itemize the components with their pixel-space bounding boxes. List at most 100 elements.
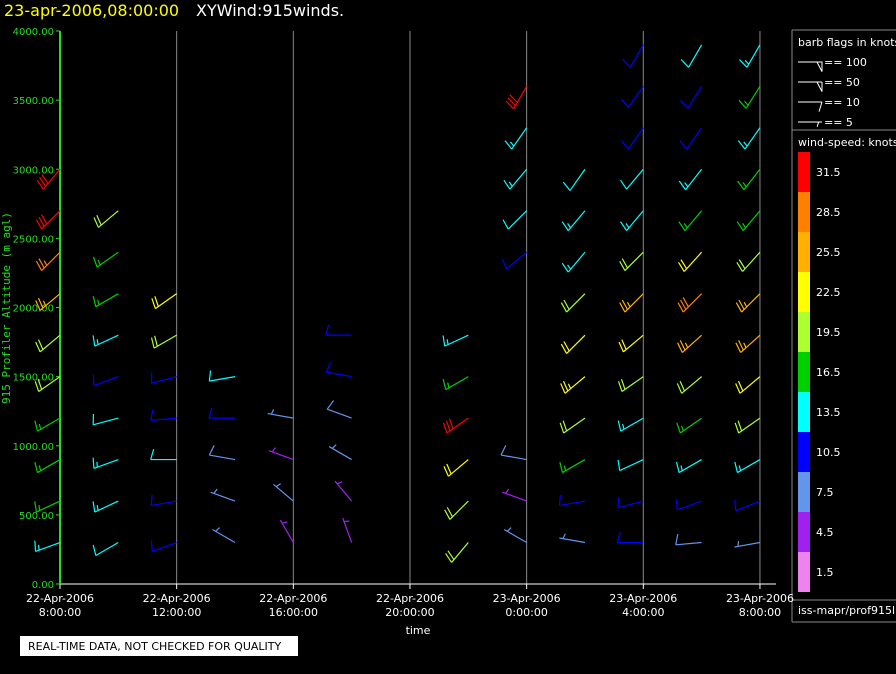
wind-barb — [150, 449, 177, 461]
x-tick-label: 22-Apr-2006 — [143, 592, 211, 605]
wind-barb — [92, 542, 119, 557]
wind-barb — [92, 293, 119, 308]
colorbar-swatch — [798, 352, 810, 392]
wind-barb — [34, 500, 61, 513]
wind-barb — [561, 251, 586, 273]
wind-barb — [442, 334, 469, 347]
wind-barb — [738, 85, 761, 109]
wind-barb — [34, 376, 61, 393]
wind-barb — [334, 480, 353, 502]
wind-barb — [676, 376, 703, 394]
wind-barb — [92, 251, 119, 268]
wind-barb — [92, 413, 119, 426]
flag-symbol — [798, 121, 822, 127]
flag-label: == 5 — [824, 116, 853, 129]
x-tick-label: 0:00:00 — [505, 606, 547, 619]
wind-barb — [442, 376, 469, 391]
wind-barb — [617, 376, 644, 393]
chart-title: 23-apr-2006,08:00:00 — [4, 1, 179, 20]
wind-barb — [445, 542, 469, 563]
wind-barb — [504, 127, 528, 150]
wind-barb — [559, 533, 586, 544]
colorbar-swatch — [798, 312, 810, 352]
wind-barb — [617, 459, 644, 472]
flags-title: barb flags in knots — [798, 36, 896, 49]
x-tick-label: 23-Apr-2006 — [493, 592, 561, 605]
wind-barb — [34, 459, 61, 474]
colorbar-swatch — [798, 232, 810, 272]
wind-barb — [268, 447, 294, 461]
wind-barb — [619, 251, 644, 272]
colorbar-swatch — [798, 392, 810, 432]
wind-barb — [35, 251, 61, 272]
wind-barb — [208, 407, 235, 419]
wind-barb — [500, 445, 527, 461]
wind-barb — [502, 488, 527, 502]
x-tick-label: 20:00:00 — [385, 606, 434, 619]
colorbar-label: 1.5 — [816, 566, 834, 579]
wind-barb — [273, 483, 294, 502]
colorbar-swatch — [798, 472, 810, 512]
wind-barb — [267, 409, 294, 419]
wind-barb — [92, 457, 119, 470]
x-tick-label: 22-Apr-2006 — [259, 592, 327, 605]
y-axis-label: 915 Profiler Altitude (m agl) — [0, 212, 13, 404]
wind-barb — [736, 251, 761, 272]
flag-label: == 50 — [824, 76, 860, 89]
wind-barb — [326, 400, 352, 419]
colorbar-label: 13.5 — [816, 406, 841, 419]
colorbar-label: 7.5 — [816, 486, 834, 499]
wind-barb — [325, 362, 352, 378]
wind-barb — [92, 334, 119, 347]
wind-barb — [501, 251, 528, 270]
colorbar-swatch — [798, 552, 810, 592]
wind-barb — [734, 540, 761, 548]
wind-barb — [560, 334, 586, 354]
wind-barb — [735, 376, 761, 394]
wind-barb — [678, 168, 703, 191]
wind-barb — [617, 496, 644, 509]
wind-barb — [35, 210, 61, 230]
wind-barb — [734, 459, 761, 474]
wind-barb — [208, 445, 236, 461]
wind-barb — [676, 417, 702, 434]
wind-barb — [560, 376, 586, 394]
wind-barb — [675, 534, 702, 546]
colorbar-label: 22.5 — [816, 286, 841, 299]
colorbar-swatch — [798, 192, 810, 232]
y-tick-label: 3500.00 — [13, 96, 54, 107]
x-tick-label: 16:00:00 — [269, 606, 318, 619]
wind-barb — [618, 334, 644, 353]
flag-label: == 10 — [824, 96, 860, 109]
wind-barb — [150, 494, 177, 507]
colorbar-label: 19.5 — [816, 326, 841, 339]
wind-barb — [342, 517, 353, 543]
wind-barb — [622, 44, 644, 68]
wind-barb — [734, 417, 761, 434]
flag-label: == 100 — [824, 56, 867, 69]
x-tick-label: 8:00:00 — [39, 606, 81, 619]
wind-barb — [680, 44, 703, 68]
wind-barb — [328, 444, 352, 461]
wind-barb — [617, 417, 644, 432]
wind-barb — [442, 417, 469, 434]
x-tick-label: 23-Apr-2006 — [726, 592, 794, 605]
wind-barb — [559, 417, 586, 434]
wind-barb — [210, 488, 236, 502]
x-tick-label: 23-Apr-2006 — [609, 592, 677, 605]
y-tick-label: 4000.00 — [13, 27, 54, 38]
wind-barb — [739, 44, 761, 68]
wind-barb — [443, 459, 469, 477]
y-tick-label: 2000.00 — [13, 304, 54, 315]
wind-barb — [208, 370, 236, 382]
x-tick-label: 12:00:00 — [152, 606, 201, 619]
wind-barb — [734, 499, 761, 512]
wind-barb — [150, 372, 177, 384]
wind-barb — [678, 251, 703, 272]
flag-symbol — [798, 61, 823, 72]
wind-barb — [212, 527, 236, 544]
colorbar-swatch — [798, 432, 810, 472]
wind-barb — [34, 540, 61, 552]
